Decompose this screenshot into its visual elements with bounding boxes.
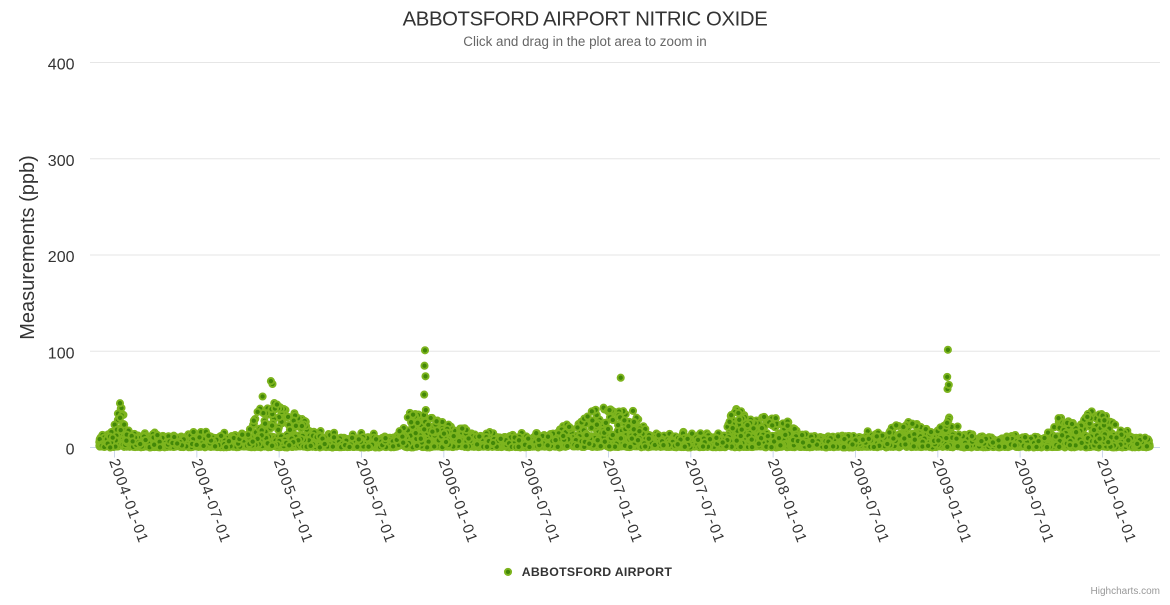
- svg-text:200: 200: [48, 249, 75, 266]
- svg-text:Measurements (ppb): Measurements (ppb): [17, 155, 39, 340]
- svg-text:0: 0: [66, 442, 75, 459]
- svg-text:Click and drag in the plot are: Click and drag in the plot area to zoom …: [463, 34, 706, 49]
- svg-text:Highcharts.com: Highcharts.com: [1091, 586, 1160, 597]
- svg-text:100: 100: [48, 345, 75, 362]
- svg-text:ABBOTSFORD AIRPORT: ABBOTSFORD AIRPORT: [522, 565, 673, 579]
- svg-text:400: 400: [48, 57, 75, 74]
- svg-text:ABBOTSFORD AIRPORT NITRIC OXID: ABBOTSFORD AIRPORT NITRIC OXIDE: [403, 8, 768, 30]
- svg-text:300: 300: [48, 153, 75, 170]
